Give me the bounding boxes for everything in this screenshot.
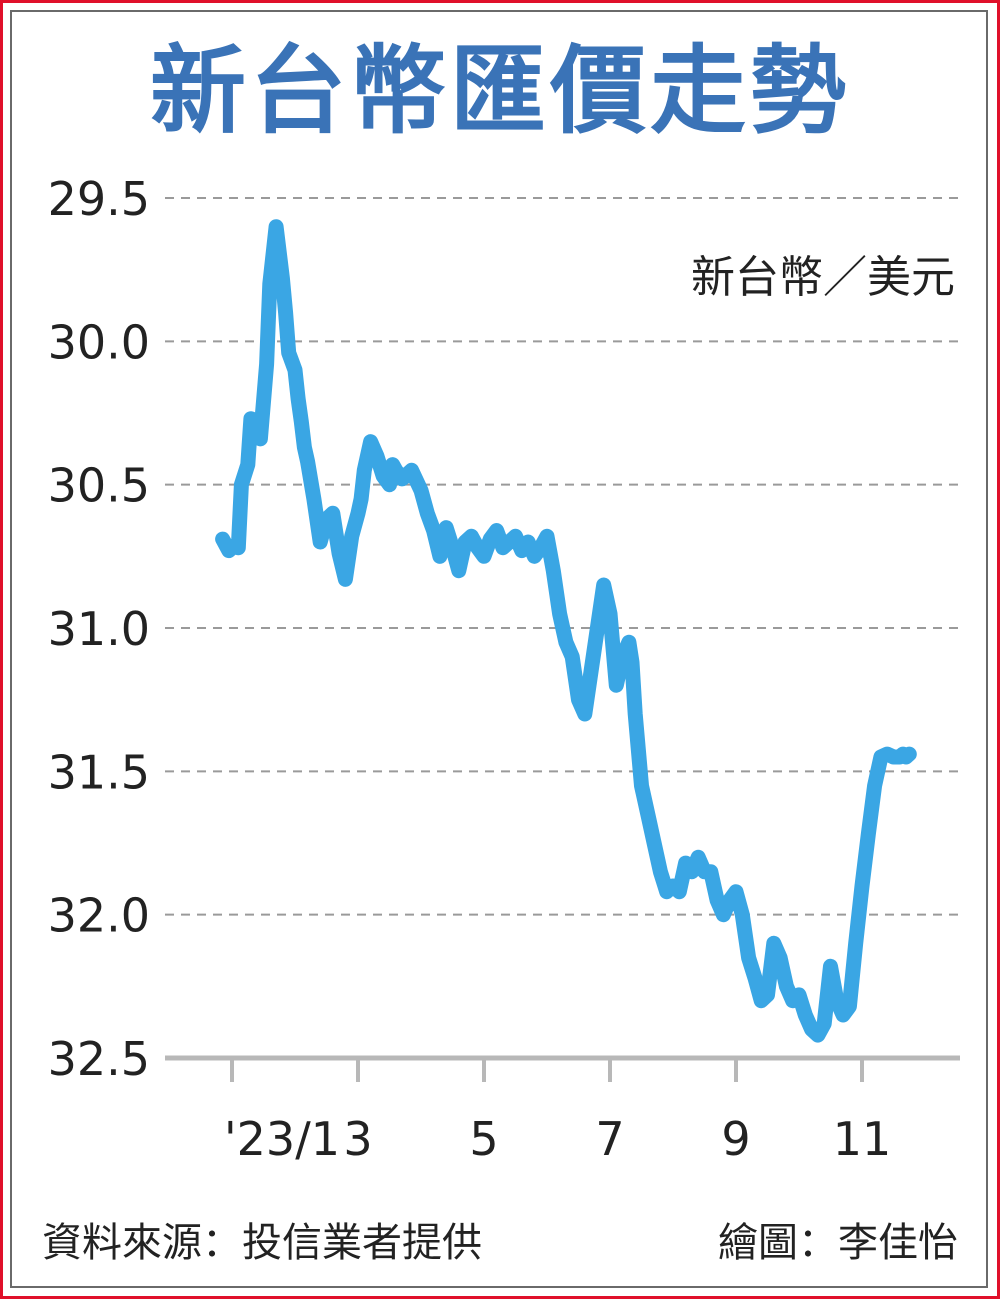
axes: 29.5 30.0 30.5 31.0 31.5 32.0 32.5 '23/1 3 5 7 9 11 [48,172,960,1166]
x-tick-label: 9 [721,1112,750,1166]
y-tick-label: 32.5 [48,1032,150,1086]
y-tick-label: 30.0 [48,315,150,369]
series [215,219,917,1043]
artist-credit: 繪圖：李佳怡 [718,1220,958,1266]
y-tick-label: 30.5 [48,459,150,513]
y-tick-label: 32.0 [48,889,150,943]
y-tick-label: 31.0 [48,602,150,656]
x-tick-label: 7 [595,1112,624,1166]
x-tick-label: 5 [469,1112,498,1166]
unit-label: 新台幣／美元 [691,252,955,303]
x-tick-label: 11 [833,1112,892,1166]
chart-title: 新台幣匯價走勢 [150,35,850,147]
y-tick-label: 31.5 [48,745,150,799]
x-tick-label: 3 [343,1112,372,1166]
source-note: 資料來源：投信業者提供 [42,1220,482,1266]
gridlines [165,197,960,916]
inner-frame [10,10,988,1288]
y-tick-label: 29.5 [48,172,150,226]
x-tick-label: '23/1 [224,1112,340,1166]
series-line [215,219,917,1043]
